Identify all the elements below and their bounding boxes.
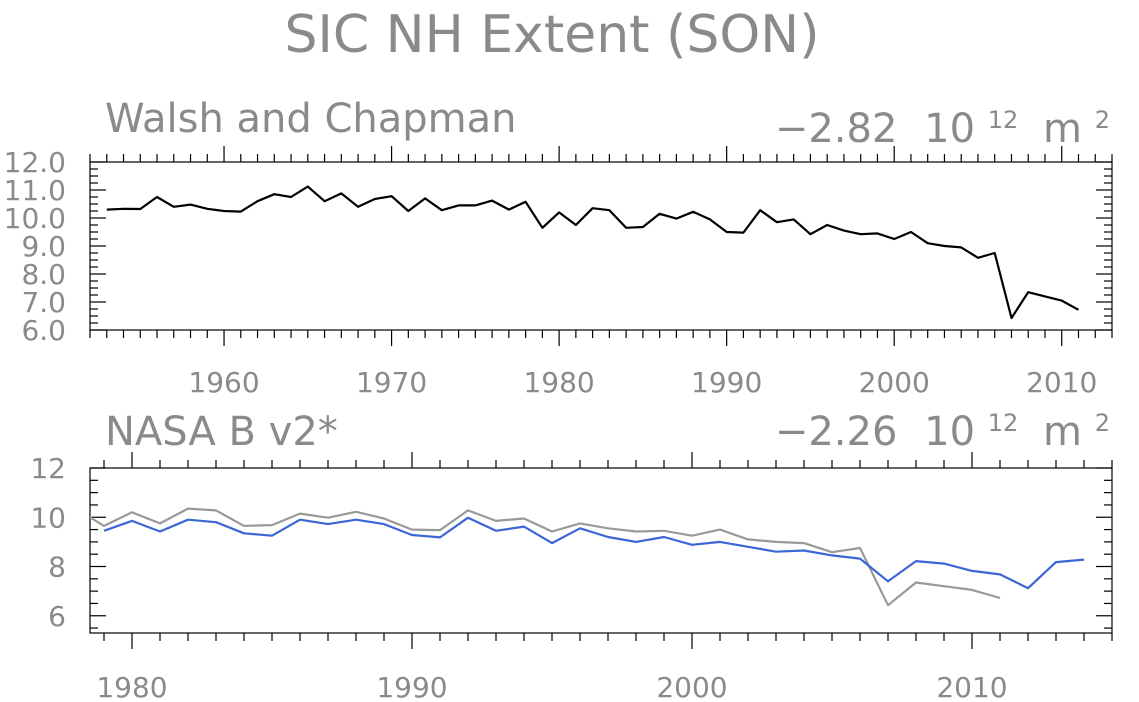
y-tick-label: 10 — [30, 501, 66, 534]
y-tick-label: 10.0 — [4, 202, 66, 235]
x-tick-label: 2000 — [859, 366, 930, 399]
x-tick-label: 1960 — [188, 366, 259, 399]
y-tick-label: 12 — [30, 452, 66, 485]
trend-unit-exp: 12 — [988, 106, 1019, 134]
trend-unit-base: 10 — [924, 106, 975, 152]
panel-nasa-b: NASA B v2* −2.26 10 12 m 2 1980 1990 2000 2… — [30, 395, 1113, 702]
y-tick-label: 6.0 — [21, 314, 66, 347]
y-tick-label: 11.0 — [4, 174, 66, 207]
trend-unit-exp: 12 — [988, 409, 1019, 437]
x-tick-label: 1980 — [523, 366, 594, 399]
plot-frame — [89, 467, 1113, 634]
chart-title: SIC NH Extent (SON) — [284, 5, 819, 65]
series-line-0 — [106, 185, 1080, 320]
panel-title: NASA B v2* — [105, 409, 338, 455]
y-tick-label: 9.0 — [21, 230, 66, 263]
trend-value: −2.26 — [775, 409, 898, 455]
trend-unit-base: 10 — [924, 409, 975, 455]
trend-label: −2.82 10 12 m 2 — [775, 92, 1110, 152]
trend-unit-m-exp: 2 — [1095, 409, 1110, 437]
x-tick-label: 2010 — [936, 671, 1007, 702]
trend-unit-m: m — [1043, 106, 1082, 152]
y-tick-label: 8 — [48, 551, 66, 584]
y-tick-label: 6 — [48, 600, 66, 633]
x-tick-label: 2010 — [1026, 366, 1097, 399]
trend-unit-m-exp: 2 — [1095, 106, 1110, 134]
trend-label: −2.26 10 12 m 2 — [775, 395, 1110, 455]
y-tick-label: 12.0 — [4, 146, 66, 179]
panel-title: Walsh and Chapman — [105, 96, 517, 142]
y-tick-label: 7.0 — [21, 286, 66, 319]
trend-unit-m: m — [1043, 409, 1082, 455]
series-line-1 — [103, 516, 1085, 590]
x-tick-label: 2000 — [656, 671, 727, 702]
plot-frame — [89, 161, 1113, 331]
y-tick-label: 8.0 — [21, 258, 66, 291]
x-tick-label: 1990 — [376, 671, 447, 702]
x-tick-label: 1990 — [691, 366, 762, 399]
x-tick-label: 1970 — [356, 366, 427, 399]
series-line-0 — [90, 507, 1001, 607]
trend-value: −2.82 — [775, 106, 898, 152]
panel-walsh-chapman: Walsh and Chapman −2.82 10 12 m 2 1960 19… — [4, 92, 1113, 399]
x-tick-label: 1980 — [96, 671, 167, 702]
